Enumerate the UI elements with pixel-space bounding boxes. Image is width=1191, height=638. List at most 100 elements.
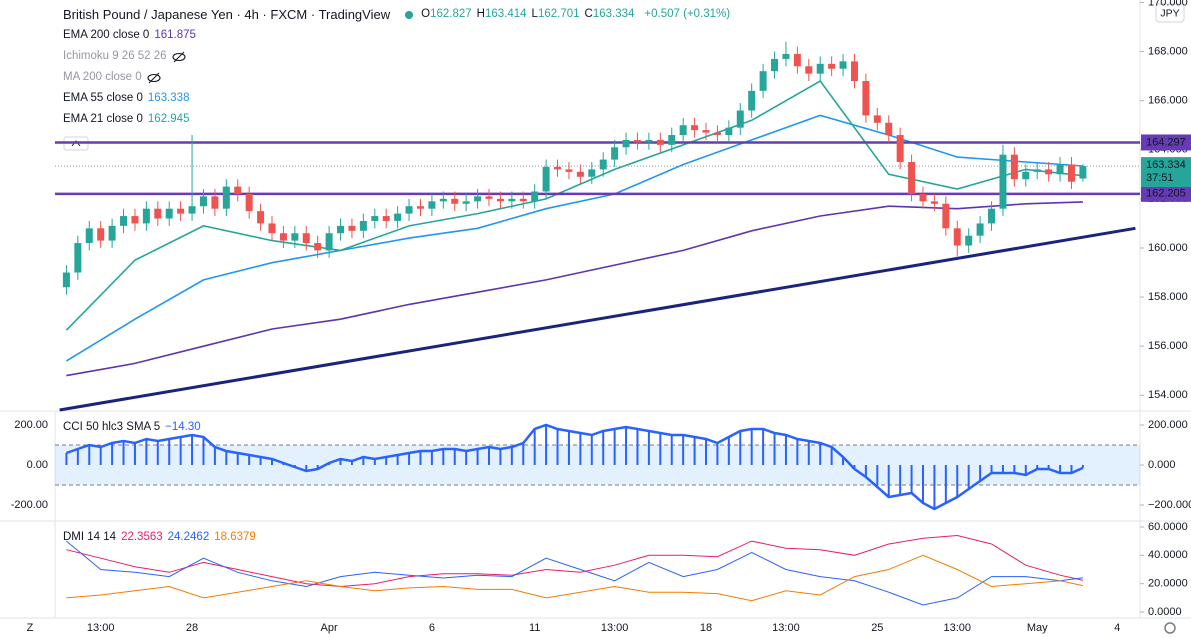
x-tick-label: May: [1027, 622, 1048, 634]
candle-body: [999, 154, 1007, 209]
ohlc-values: O162.827 H163.414 L162.701 C163.334: [421, 4, 639, 25]
ohlc-value: 163.414: [484, 8, 527, 20]
y-tick-label: 200.000: [1148, 419, 1188, 431]
price-label: 163.334: [1146, 159, 1186, 171]
x-tick-label: 13:00: [87, 622, 115, 634]
candle-body: [588, 169, 596, 177]
cci-title: CCI 50 hlc3 SMA 5: [63, 421, 161, 433]
x-tick-label: 13:00: [601, 622, 629, 634]
candle-body: [713, 132, 721, 136]
candle-body: [862, 81, 870, 116]
candle-body: [702, 130, 710, 133]
indicator-row: EMA 21 close 0 162.945: [63, 109, 735, 130]
candle-body: [805, 66, 813, 74]
candle-body: [748, 90, 756, 111]
candle-body: [165, 208, 173, 219]
dmi-line: [66, 554, 1084, 602]
candle-body: [451, 198, 459, 204]
candle-body: [633, 139, 641, 143]
candle-body: [771, 58, 779, 72]
timezone-label: Z: [27, 622, 34, 634]
candle-body: [1010, 154, 1018, 180]
x-tick-label: 6: [429, 622, 435, 634]
hidden-eye-icon[interactable]: [147, 72, 161, 84]
candle-body: [199, 196, 207, 207]
indicator-value: 162.945: [147, 113, 190, 125]
x-tick-label: 25: [871, 622, 883, 634]
candle-body: [759, 71, 767, 91]
x-tick-label: 28: [186, 622, 198, 634]
y-tick-label: 158.000: [1148, 291, 1188, 303]
candle-body: [725, 127, 733, 136]
candle-body: [531, 191, 539, 202]
price-label-box: [1141, 157, 1191, 188]
eye: [172, 52, 186, 61]
candle-body: [576, 171, 584, 177]
candle-body: [919, 193, 927, 202]
candle-body: [245, 193, 253, 212]
candle-body: [1067, 164, 1075, 182]
candle-body: [816, 63, 824, 74]
trendline: [59, 226, 1136, 412]
candle-body: [337, 225, 345, 234]
candle-body: [850, 61, 858, 82]
currency-label: JPY: [1160, 7, 1179, 19]
main-legend: British Pound / Japanese Yen · 4h · FXCM…: [63, 4, 735, 130]
candle-body: [405, 206, 413, 214]
eye-strike: [148, 72, 160, 83]
indicator-name: EMA 21 close 0: [63, 113, 143, 125]
candle-body: [428, 201, 436, 209]
x-tick-label: Apr: [321, 622, 338, 634]
candle-body: [142, 208, 150, 224]
candle-body: [371, 216, 379, 221]
candle-body: [668, 135, 676, 145]
indicator-row: EMA 55 close 0 163.338: [63, 88, 735, 109]
candle-body: [131, 216, 139, 224]
settings-icon[interactable]: [1164, 622, 1176, 634]
level-label-box: [1141, 185, 1191, 202]
ohlc-prefix: L: [531, 8, 538, 20]
candle-body: [85, 228, 93, 244]
ohlc-value: 163.334: [592, 8, 635, 20]
candle-body: [611, 147, 619, 160]
dmi-value: 24.2462: [167, 531, 210, 543]
candle-body: [930, 201, 938, 204]
candle-body: [1022, 171, 1030, 180]
y-tick-label: 20.0000: [1148, 578, 1188, 590]
candle-body: [599, 159, 607, 170]
candle-body: [793, 54, 801, 67]
indicator-name: EMA 55 close 0: [63, 92, 143, 104]
candle-body: [839, 61, 847, 69]
candle-body: [120, 216, 128, 226]
candle-body: [97, 228, 105, 241]
candle-body: [462, 201, 470, 204]
hidden-eye-icon[interactable]: [172, 51, 186, 63]
candle-body: [314, 243, 322, 251]
left-tick-label: -200.00: [11, 499, 48, 511]
moving-average-line: [65, 79, 1083, 331]
candle-body: [656, 139, 664, 145]
timezone-button[interactable]: [20, 620, 40, 636]
eye: [147, 73, 161, 82]
left-tick-label: 200.00: [14, 419, 48, 431]
candle-body: [74, 243, 82, 273]
y-tick-label: 0.0000: [1148, 606, 1182, 618]
candle-body: [188, 206, 196, 214]
candle-body: [154, 208, 162, 219]
symbol-title: British Pound / Japanese Yen · 4h · FXCM…: [63, 7, 391, 22]
left-tick-label: 0.00: [27, 459, 48, 471]
cci-value: −14.30: [165, 421, 201, 433]
y-tick-label: −200.000: [1148, 499, 1191, 511]
cci-line: [65, 423, 1084, 511]
candle-body: [691, 125, 699, 131]
candle-body: [325, 233, 333, 251]
collapse-icon: [71, 140, 81, 147]
ohlc-prefix: O: [421, 8, 431, 20]
currency-button[interactable]: [1155, 3, 1185, 23]
indicator-value: 161.875: [154, 29, 196, 41]
candle-body: [268, 223, 276, 234]
candle-body: [873, 115, 881, 123]
indicator-row: EMA 200 close 0 161.875: [63, 25, 735, 46]
candle-body: [782, 54, 790, 59]
